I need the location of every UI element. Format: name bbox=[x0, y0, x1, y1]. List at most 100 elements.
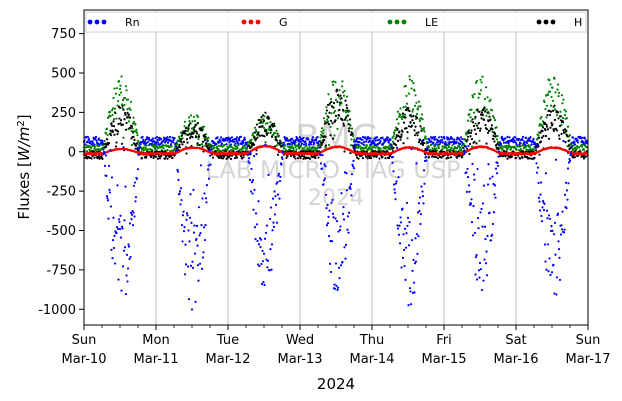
data-point-Rn bbox=[473, 178, 476, 181]
data-point-H bbox=[341, 119, 344, 122]
data-point-LE bbox=[440, 148, 444, 151]
data-point-LE bbox=[544, 94, 548, 97]
data-point-Rn bbox=[395, 146, 399, 149]
data-point-LE bbox=[397, 122, 400, 125]
data-point-LE bbox=[353, 138, 356, 141]
data-point-LE bbox=[427, 146, 431, 149]
data-point-H bbox=[332, 101, 336, 105]
data-point-LE bbox=[188, 119, 191, 123]
data-point-H bbox=[248, 145, 251, 148]
data-point-Rn bbox=[497, 155, 500, 158]
data-point-Rn bbox=[180, 224, 184, 227]
data-point-H bbox=[436, 157, 440, 160]
data-point-H bbox=[308, 149, 311, 153]
data-point-LE bbox=[372, 145, 375, 148]
data-point-Rn bbox=[563, 228, 566, 231]
data-point-H bbox=[432, 155, 436, 158]
data-point-LE bbox=[420, 113, 424, 116]
data-point-LE bbox=[116, 99, 120, 103]
data-point-Rn bbox=[132, 184, 136, 187]
data-point-Rn bbox=[249, 151, 252, 154]
data-point-Rn bbox=[462, 147, 465, 150]
data-point-Rn bbox=[475, 253, 478, 257]
data-point-LE bbox=[207, 136, 210, 139]
data-point-Rn bbox=[175, 141, 178, 144]
data-point-H bbox=[119, 119, 123, 122]
data-point-H bbox=[116, 130, 120, 133]
data-point-Rn bbox=[193, 252, 197, 255]
data-point-LE bbox=[181, 137, 184, 140]
data-point-Rn bbox=[451, 137, 454, 140]
data-point-Rn bbox=[271, 197, 275, 200]
data-point-Rn bbox=[440, 135, 443, 139]
data-point-LE bbox=[509, 147, 513, 150]
data-point-Rn bbox=[270, 243, 274, 246]
data-point-Rn bbox=[323, 177, 327, 180]
data-point-LE bbox=[113, 107, 117, 110]
data-point-Rn bbox=[200, 223, 203, 227]
data-point-LE bbox=[444, 146, 448, 149]
data-point-Rn bbox=[409, 290, 412, 293]
data-point-H bbox=[416, 134, 419, 137]
data-point-Rn bbox=[334, 262, 338, 265]
data-point-H bbox=[482, 118, 486, 121]
data-point-Rn bbox=[468, 190, 471, 193]
data-point-H bbox=[485, 142, 488, 145]
data-point-H bbox=[357, 157, 360, 160]
data-point-H bbox=[485, 128, 489, 131]
y-tick-label: 0 bbox=[68, 145, 76, 160]
data-point-H bbox=[420, 129, 423, 133]
data-point-H bbox=[134, 144, 138, 147]
data-point-Rn bbox=[534, 146, 537, 149]
data-point-Rn bbox=[573, 141, 576, 144]
data-point-Rn bbox=[104, 154, 108, 157]
data-point-Rn bbox=[391, 161, 394, 164]
data-point-H bbox=[334, 114, 338, 118]
data-point-Rn bbox=[171, 141, 175, 144]
data-point-H bbox=[584, 155, 587, 158]
data-point-Rn bbox=[477, 269, 481, 272]
data-point-H bbox=[126, 116, 130, 119]
data-point-Rn bbox=[335, 284, 338, 287]
data-point-Rn bbox=[342, 206, 345, 209]
data-point-Rn bbox=[422, 169, 426, 172]
data-point-Rn bbox=[554, 158, 558, 161]
data-point-Rn bbox=[264, 231, 268, 235]
data-point-H bbox=[557, 134, 561, 137]
data-point-Rn bbox=[519, 142, 522, 145]
data-point-Rn bbox=[386, 136, 390, 139]
data-point-Rn bbox=[263, 237, 267, 240]
data-point-Rn bbox=[113, 234, 116, 237]
data-point-LE bbox=[474, 81, 478, 84]
data-point-Rn bbox=[399, 221, 403, 224]
data-point-Rn bbox=[371, 139, 375, 142]
data-point-Rn bbox=[484, 238, 487, 241]
data-point-Rn bbox=[472, 204, 475, 208]
legend: Rn G LE H bbox=[85, 11, 587, 33]
data-point-LE bbox=[469, 116, 472, 119]
data-point-Rn bbox=[247, 160, 250, 163]
legend-marker-Rn bbox=[87, 19, 93, 25]
data-point-Rn bbox=[444, 141, 447, 144]
data-point-LE bbox=[97, 144, 101, 148]
data-point-H bbox=[567, 140, 570, 143]
data-point-LE bbox=[412, 82, 415, 85]
data-point-H bbox=[331, 137, 335, 140]
data-point-LE bbox=[405, 102, 409, 105]
data-point-Rn bbox=[276, 181, 279, 184]
data-point-Rn bbox=[274, 195, 277, 198]
data-point-Rn bbox=[502, 141, 506, 144]
data-point-LE bbox=[386, 146, 390, 149]
data-point-Rn bbox=[474, 256, 478, 259]
data-point-H bbox=[544, 128, 547, 132]
data-point-Rn bbox=[494, 167, 498, 170]
data-point-Rn bbox=[463, 151, 467, 154]
data-point-LE bbox=[343, 89, 346, 93]
data-point-Rn bbox=[102, 148, 105, 151]
data-point-LE bbox=[393, 133, 396, 136]
data-point-Rn bbox=[340, 192, 343, 195]
data-point-H bbox=[131, 131, 135, 134]
data-point-LE bbox=[308, 145, 311, 149]
data-point-Rn bbox=[476, 216, 480, 220]
